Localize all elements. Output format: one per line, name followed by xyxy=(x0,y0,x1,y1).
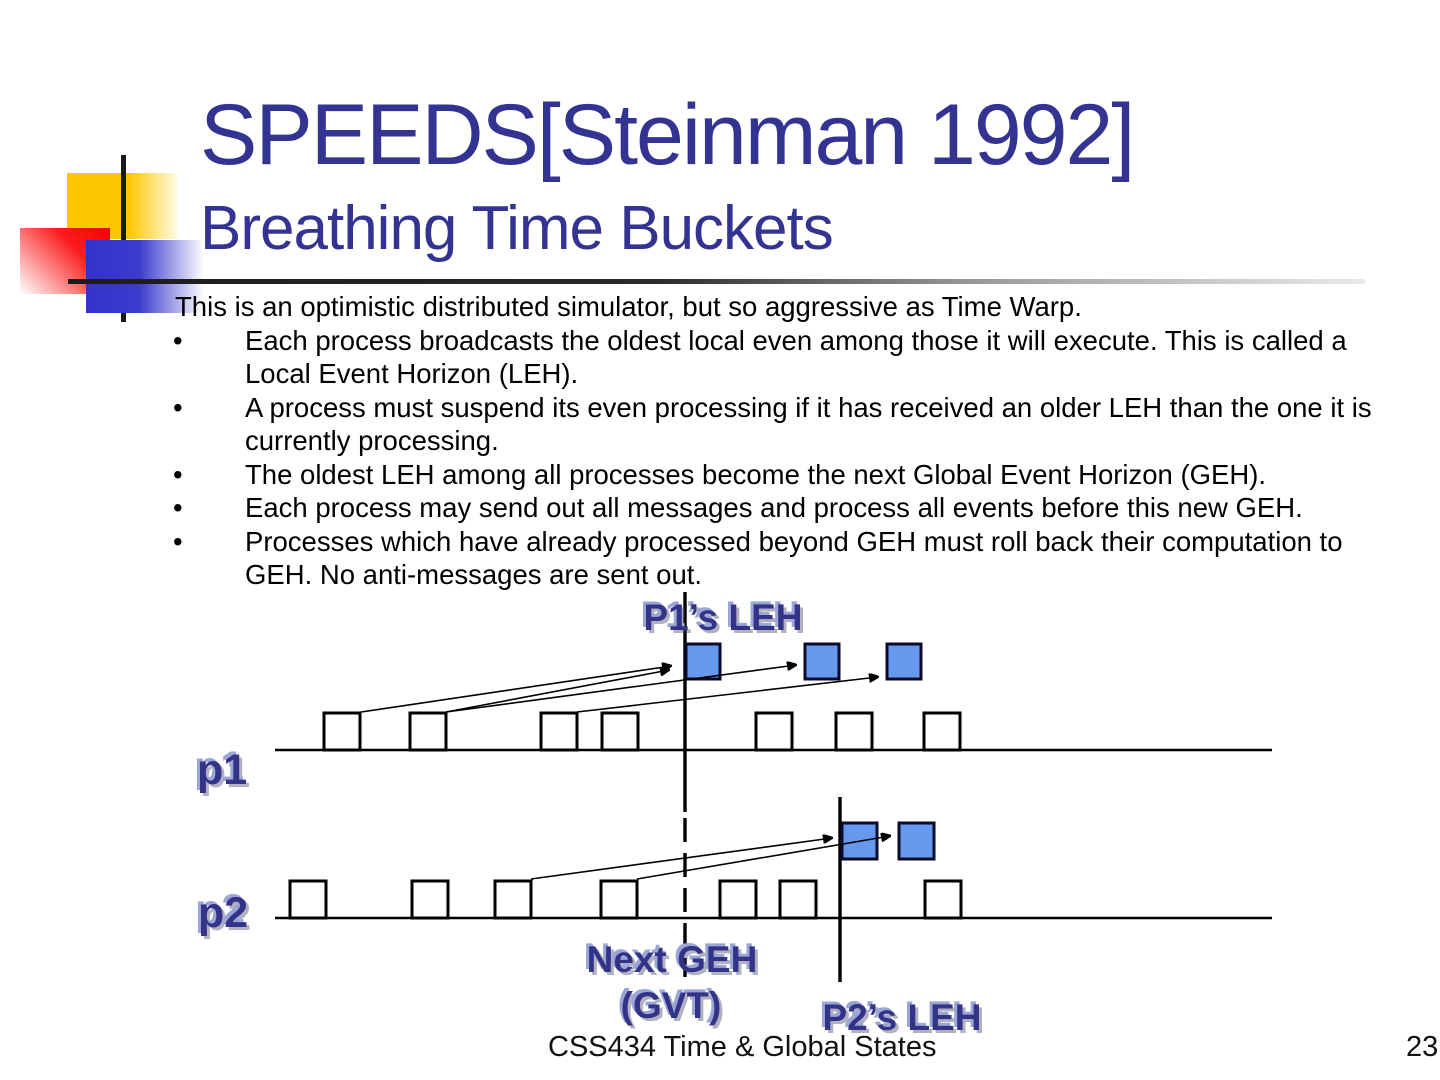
bullet-text: Each process broadcasts the oldest local… xyxy=(245,324,1347,390)
event-box-p2 xyxy=(288,879,328,920)
intro-line: This is an optimistic distributed simula… xyxy=(175,291,1082,322)
page-number: 23 xyxy=(1406,1031,1439,1063)
slide-title: SPEEDS[Steinman 1992] xyxy=(200,87,1135,183)
label-p2: p2 xyxy=(198,889,249,937)
message-arrow xyxy=(530,838,832,880)
new-event-box-p2 xyxy=(897,821,936,861)
bullet-item: • Each process may send out all messages… xyxy=(173,491,1383,525)
event-box-p1 xyxy=(600,711,640,752)
label-next-geh: Next GEH xyxy=(586,939,758,980)
event-box-p2 xyxy=(493,879,533,920)
logo-vertical-line xyxy=(121,155,126,322)
event-box-p1 xyxy=(754,711,794,752)
bullet-marker: • xyxy=(173,324,183,356)
message-arrow xyxy=(636,836,890,880)
bullet-text: Processes which have already processed b… xyxy=(245,525,1343,591)
event-box-p2 xyxy=(923,879,963,920)
event-box-p1 xyxy=(922,711,962,752)
bullet-item: • Processes which have already processed… xyxy=(173,525,1383,592)
label-gvt: (GVT) xyxy=(620,985,722,1026)
new-event-box-p1 xyxy=(803,642,841,681)
event-box-p1 xyxy=(539,711,579,752)
bullet-text: Each process may send out all messages a… xyxy=(245,492,1303,523)
message-arrow xyxy=(576,677,878,713)
bullet-text: A process must suspend its even processi… xyxy=(245,391,1372,457)
label-p1: p1 xyxy=(197,746,248,794)
event-box-p2 xyxy=(778,879,818,920)
label-p2-leh: P2’s LEH xyxy=(822,997,982,1038)
bullet-marker: • xyxy=(173,458,183,490)
bullet-text: The oldest LEH among all processes becom… xyxy=(245,458,1267,490)
label-p1-leh: P1’s LEH xyxy=(643,597,803,638)
event-box-p1 xyxy=(834,711,874,752)
event-box-p1 xyxy=(408,711,448,752)
footer-course-title: CSS434 Time & Global States xyxy=(548,1031,937,1063)
bullet-item: • Each process broadcasts the oldest loc… xyxy=(173,324,1383,391)
event-box-p2 xyxy=(410,879,450,920)
bullet-marker: • xyxy=(173,525,183,557)
bullet-marker: • xyxy=(173,391,183,423)
slide-subtitle: Breathing Time Buckets xyxy=(200,194,834,263)
message-arrow xyxy=(360,666,671,713)
logo-blue-square xyxy=(86,240,204,313)
bullet-item: • A process must suspend its even proces… xyxy=(173,391,1383,458)
event-box-p2 xyxy=(599,879,639,920)
event-box-p2 xyxy=(718,879,758,920)
message-arrow xyxy=(445,670,669,713)
new-event-box-p1 xyxy=(885,642,923,681)
bullet-marker: • xyxy=(173,492,183,523)
new-event-box-p1 xyxy=(684,642,722,681)
body-text-block: This is an optimistic distributed simula… xyxy=(173,290,1383,592)
title-divider-rule xyxy=(68,279,1365,284)
event-box-p1 xyxy=(322,711,362,752)
bullet-item: • The oldest LEH among all processes bec… xyxy=(173,458,1383,492)
message-arrow xyxy=(445,665,796,713)
